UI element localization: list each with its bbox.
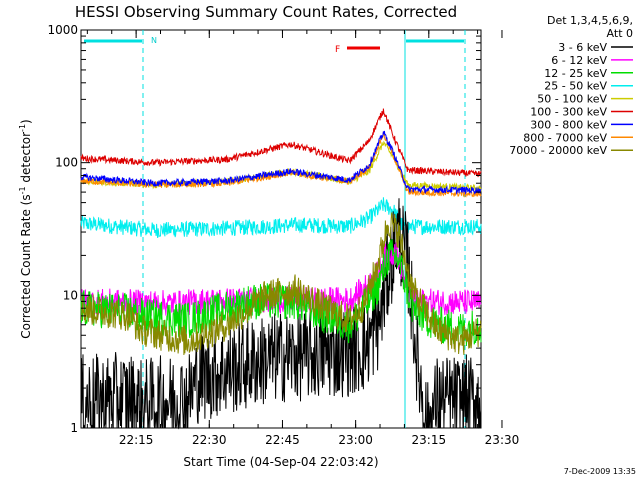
y-tick-label-2: 10 <box>63 288 78 302</box>
legend-label-3: 25 - 50 keV <box>544 80 607 93</box>
y-tick-label-1: 100 <box>55 156 78 170</box>
y-axis-ticks: 1000 100 10 1 <box>47 23 481 435</box>
plot-area: 22:15 22:30 22:45 23:00 23:15 23:30 100010010… <box>47 23 519 447</box>
y-axis-label-sup2: -1 <box>18 124 27 132</box>
y-tick-label-3: 1 <box>70 421 78 435</box>
legend-label-5: 100 - 300 keV <box>530 106 607 119</box>
x-tick-label-2: 22:45 <box>265 433 300 447</box>
series-line-2 <box>80 239 482 347</box>
series-line-8 <box>80 212 482 356</box>
legend-label-7: 800 - 7000 keV <box>523 131 607 144</box>
night-label: N <box>151 36 157 45</box>
legend-header-line1: Det 1,3,4,5,6,9, <box>547 14 633 27</box>
series-line-3 <box>80 197 482 238</box>
legend-label-4: 50 - 100 keV <box>537 93 607 106</box>
x-tick-label-4: 23:15 <box>412 433 447 447</box>
x-axis-label: Start Time (04-Sep-04 22:03:42) <box>183 455 378 469</box>
x-axis-ticks: 22:15 22:30 22:45 23:00 23:15 23:30 <box>86 30 520 447</box>
y-axis-label-mid: detector <box>19 132 33 187</box>
y-axis-label-main: Corrected Count Rate (s <box>19 194 33 338</box>
y-axis-label-end: ) <box>19 119 33 124</box>
y-axis-label: Corrected Count Rate (s-1 detector-1) <box>18 119 33 338</box>
legend-header-line2: Att 0 <box>607 27 633 40</box>
legend-label-2: 12 - 25 keV <box>544 67 607 80</box>
series-line-0 <box>80 198 482 430</box>
y-tick-label-0: 1000 <box>47 23 78 37</box>
y-axis-label-sup1: -1 <box>18 186 27 194</box>
x-tick-label-5: 23:30 <box>485 433 520 447</box>
series-group <box>80 108 482 430</box>
legend-label-1: 6 - 12 keV <box>551 54 607 67</box>
chart-title: HESSI Observing Summary Count Rates, Cor… <box>75 3 457 21</box>
series-line-6 <box>80 130 482 196</box>
series-line-5 <box>80 108 482 178</box>
timestamp: 7-Dec-2009 13:35 <box>564 467 636 476</box>
legend-label-0: 3 - 6 keV <box>558 41 607 54</box>
x-tick-label-3: 23:00 <box>338 433 373 447</box>
x-tick-label-0: 22:15 <box>119 433 154 447</box>
x-tick-label-1: 22:30 <box>192 433 227 447</box>
flare-label: F <box>335 45 340 55</box>
legend-label-6: 300 - 800 keV <box>530 118 607 131</box>
legend-label-8: 7000 - 20000 keV <box>509 144 607 157</box>
